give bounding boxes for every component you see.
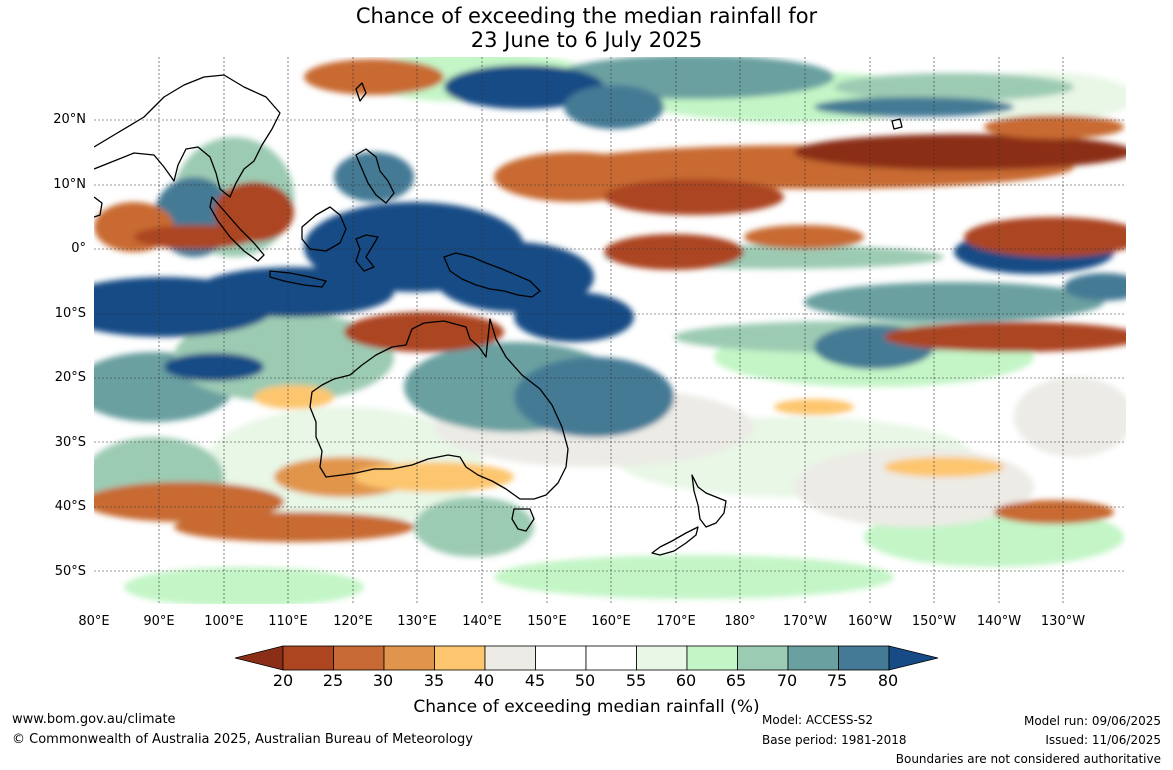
colorbar-segment xyxy=(686,645,738,671)
colorbar-tick-20: 20 xyxy=(272,671,294,690)
lat-label-40s: 40°S xyxy=(54,499,86,514)
colorbar-tick-55: 55 xyxy=(625,671,647,690)
footer-copyright: © Commonwealth of Australia 2025, Austra… xyxy=(12,732,473,747)
colorbar-segment xyxy=(434,645,486,671)
lat-label-50s: 50°S xyxy=(54,564,86,579)
lon-label-90e: 90°E xyxy=(143,614,175,629)
colorbar-segment xyxy=(787,645,839,671)
colorbar-tick-45: 45 xyxy=(524,671,546,690)
map-title: Chance of exceeding the median rainfall … xyxy=(0,4,1173,52)
lon-label-130e: 130°E xyxy=(397,614,437,629)
colorbar-segments xyxy=(234,645,939,671)
colorbar-tick-35: 35 xyxy=(423,671,445,690)
lat-label-0: 0° xyxy=(71,241,86,256)
colorbar-tick-50: 50 xyxy=(574,671,596,690)
new-zealand-north-coast xyxy=(691,474,727,528)
lon-label-100e: 100°E xyxy=(204,614,244,629)
colorbar-segment xyxy=(838,645,890,671)
title-line-1: Chance of exceeding the median rainfall … xyxy=(355,4,818,28)
southeast-asia-coast xyxy=(94,74,281,198)
java-coast xyxy=(269,270,327,288)
colorbar-segment xyxy=(333,645,385,671)
colorbar-tick-75: 75 xyxy=(826,671,848,690)
lon-label-130w: 130°W xyxy=(1040,614,1086,629)
footer-disclaimer: Boundaries are not considered authoritat… xyxy=(895,752,1161,766)
lon-label-170w: 170°W xyxy=(782,614,828,629)
title-line-2: 23 June to 6 July 2025 xyxy=(470,28,703,52)
lat-label-30s: 30°S xyxy=(54,435,86,450)
lon-label-180: 180° xyxy=(724,614,756,629)
borneo-coast xyxy=(301,206,347,252)
colorbar xyxy=(234,645,939,671)
graticule xyxy=(94,57,1126,604)
colorbar-segment xyxy=(484,645,536,671)
lon-label-160w: 160°W xyxy=(847,614,893,629)
footer-base-period: Base period: 1981-2018 xyxy=(762,733,907,747)
lat-label-10s: 10°S xyxy=(54,306,86,321)
footer-website: www.bom.gov.au/climate xyxy=(12,712,176,727)
footer-model: Model: ACCESS-S2 xyxy=(762,713,874,727)
lon-label-150w: 150°W xyxy=(911,614,957,629)
colorbar-tick-65: 65 xyxy=(725,671,747,690)
footer-issued: Issued: 11/06/2025 xyxy=(1045,733,1161,747)
lon-label-110e: 110°E xyxy=(268,614,308,629)
lon-label-170e: 170°E xyxy=(656,614,696,629)
map-canvas xyxy=(94,57,1126,604)
probability-field xyxy=(94,57,1126,604)
colorbar-segment xyxy=(535,645,587,671)
colorbar-tick-25: 25 xyxy=(322,671,344,690)
colorbar-segment xyxy=(585,645,637,671)
sulawesi-coast xyxy=(355,234,379,272)
colorbar-segment xyxy=(737,645,789,671)
colorbar-tick-30: 30 xyxy=(372,671,394,690)
new-zealand-south-coast xyxy=(651,526,699,556)
colorbar-tick-80: 80 xyxy=(877,671,899,690)
sumatra-coast xyxy=(209,196,265,262)
lat-label-10n: 10°N xyxy=(53,177,86,192)
lat-label-20n: 20°N xyxy=(53,112,86,127)
colorbar-extend-high xyxy=(888,645,939,671)
colorbar-segment xyxy=(383,645,435,671)
sri-lanka-coast xyxy=(94,196,103,218)
tasmania-coast xyxy=(511,508,535,532)
lat-label-20s: 20°S xyxy=(54,370,86,385)
lon-label-160e: 160°E xyxy=(591,614,631,629)
hawaii-coast xyxy=(891,118,903,130)
footer-model-run: Model run: 09/06/2025 xyxy=(1023,714,1161,728)
colorbar-extend-low xyxy=(234,645,284,671)
colorbar-segment xyxy=(636,645,688,671)
colorbar-tick-60: 60 xyxy=(675,671,697,690)
new-guinea-coast xyxy=(443,252,541,298)
rainfall-map xyxy=(94,57,1126,604)
taiwan-coast xyxy=(355,82,367,102)
colorbar-tick-40: 40 xyxy=(473,671,495,690)
philippines-coast xyxy=(355,148,395,204)
lon-label-140e: 140°E xyxy=(462,614,502,629)
lon-label-150e: 150°E xyxy=(527,614,567,629)
colorbar-label: Chance of exceeding median rainfall (%) xyxy=(413,697,760,717)
colorbar-segment xyxy=(282,645,334,671)
coastlines xyxy=(94,74,903,556)
australia-coast xyxy=(309,318,569,500)
lon-label-140w: 140°W xyxy=(976,614,1022,629)
lon-label-120e: 120°E xyxy=(333,614,373,629)
lon-label-80e: 80°E xyxy=(78,614,110,629)
colorbar-tick-70: 70 xyxy=(776,671,798,690)
